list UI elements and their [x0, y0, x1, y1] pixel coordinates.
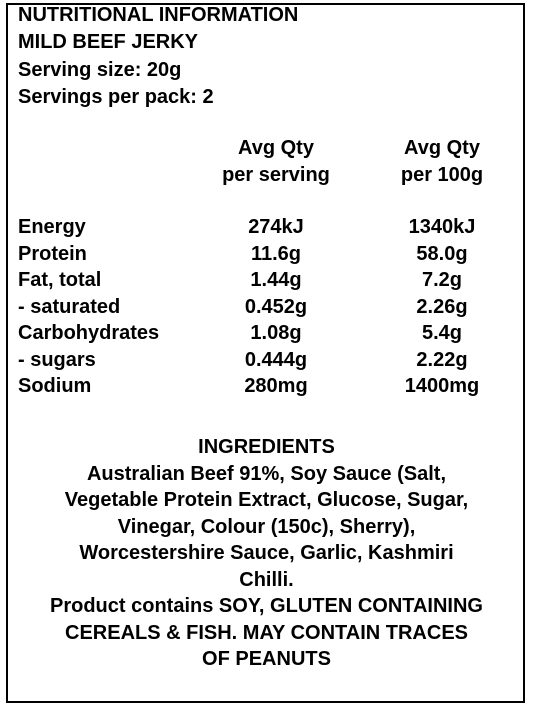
nutrient-per-serving: 11.6g — [250, 243, 302, 265]
ingredients-line: Vegetable Protein Extract, Glucose, Suga… — [64, 489, 469, 511]
col-header-per-100g-line1: Avg Qty — [404, 137, 480, 159]
ingredients-line: Chilli. — [239, 568, 294, 591]
nutrient-label: Energy — [18, 216, 86, 238]
nutrient-per-serving: 1.44g — [250, 269, 302, 291]
ingredients-line: Worcestershire Sauce, Garlic, Kashmiri — [79, 542, 454, 564]
col-header-per-100g-line2: per 100g — [400, 164, 484, 186]
nutrient-per-100g: 2.26g — [416, 296, 468, 318]
allergen-statement-line: CEREALS & FISH. MAY CONTAIN TRACES — [65, 621, 468, 644]
label-border — [6, 3, 525, 703]
label-title: NUTRITIONAL INFORMATION — [18, 4, 299, 26]
product-name: MILD BEEF JERKY — [18, 31, 199, 53]
allergen-statement-line: Product contains SOY, GLUTEN CONTAINING — [50, 595, 483, 617]
allergen-statement-line: OF PEANUTS — [202, 648, 331, 670]
col-header-per-serving-line2: per serving — [222, 164, 330, 186]
nutrient-per-serving: 274kJ — [248, 216, 304, 238]
nutrient-per-serving: 280mg — [244, 375, 308, 397]
nutrient-per-100g: 2.22g — [416, 349, 468, 371]
nutrient-per-100g: 1400mg — [404, 375, 480, 397]
nutrient-label: Sodium — [18, 375, 92, 397]
nutrient-per-100g: 58.0g — [416, 243, 468, 265]
nutrient-per-serving: 0.452g — [244, 296, 308, 318]
ingredients-line: Australian Beef 91%, Soy Sauce (Salt, — [86, 462, 447, 485]
serving-size: Serving size: 20g — [18, 59, 182, 81]
ingredients-section: INGREDIENTS Australian Beef 91%, Soy Sau… — [10, 434, 523, 673]
nutrient-per-serving: 0.444g — [244, 349, 308, 371]
nutrient-label: - sugars — [18, 349, 96, 371]
servings-per-pack: Servings per pack: 2 — [18, 86, 214, 108]
nutrient-per-100g: 7.2g — [421, 269, 463, 291]
nutrient-label: - saturated — [18, 296, 121, 318]
nutrient-label: Fat, total — [18, 269, 102, 291]
ingredients-line: Vinegar, Colour (150c), Sherry), — [117, 515, 416, 538]
nutrient-label: Protein — [18, 243, 87, 265]
col-header-per-serving-line1: Avg Qty — [238, 137, 314, 159]
ingredients-heading: INGREDIENTS — [198, 436, 335, 458]
nutrient-per-100g: 5.4g — [421, 322, 463, 344]
nutrient-per-serving: 1.08g — [250, 322, 302, 344]
nutrient-label: Carbohydrates — [18, 322, 160, 344]
nutrient-per-100g: 1340kJ — [408, 216, 476, 238]
